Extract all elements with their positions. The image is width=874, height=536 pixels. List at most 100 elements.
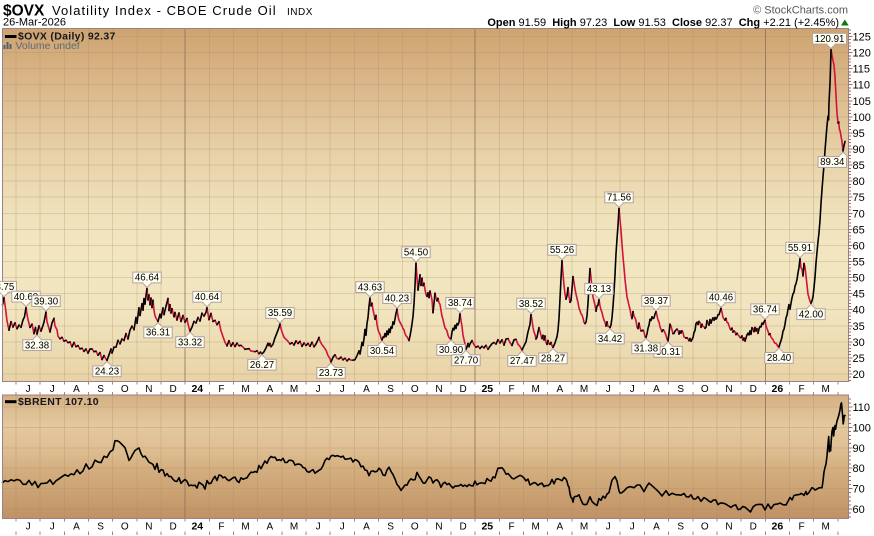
svg-text:M: M — [822, 384, 830, 395]
svg-text:D: D — [169, 384, 176, 395]
svg-text:M: M — [241, 384, 249, 395]
svg-text:A: A — [73, 522, 80, 533]
svg-text:© StockCharts.com: © StockCharts.com — [753, 5, 848, 17]
svg-text:85: 85 — [853, 160, 865, 172]
svg-text:120.91: 120.91 — [815, 34, 845, 45]
svg-text:S: S — [97, 384, 104, 395]
svg-text:100: 100 — [853, 422, 871, 434]
svg-text:45: 45 — [853, 289, 865, 301]
svg-text:89.34: 89.34 — [820, 157, 845, 168]
svg-text:A: A — [266, 384, 273, 395]
svg-text:26: 26 — [772, 383, 784, 395]
svg-text:26-Mar-2026: 26-Mar-2026 — [3, 17, 66, 29]
svg-text:55: 55 — [853, 257, 865, 269]
svg-text:F: F — [508, 522, 514, 533]
svg-text:90: 90 — [853, 443, 865, 455]
svg-text:D: D — [750, 522, 757, 533]
svg-text:35: 35 — [853, 321, 865, 333]
svg-text:A: A — [266, 522, 273, 533]
svg-text:115: 115 — [853, 64, 871, 76]
svg-text:J: J — [630, 522, 635, 533]
svg-text:75: 75 — [853, 192, 865, 204]
svg-text:55.91: 55.91 — [788, 243, 812, 254]
svg-text:J: J — [340, 522, 345, 533]
svg-text:25: 25 — [853, 353, 865, 365]
svg-text:O: O — [701, 522, 709, 533]
svg-text:Volatility Index - CBOE Crude: Volatility Index - CBOE Crude Oil — [52, 3, 277, 18]
svg-text:A: A — [556, 522, 563, 533]
svg-text:50: 50 — [853, 273, 865, 285]
svg-text:39.37: 39.37 — [644, 296, 668, 307]
svg-text:30: 30 — [853, 337, 865, 349]
svg-text:J: J — [606, 384, 611, 395]
svg-text:J: J — [630, 384, 635, 395]
svg-text:F: F — [218, 384, 224, 395]
svg-text:71.56: 71.56 — [607, 193, 631, 204]
svg-text:28.27: 28.27 — [541, 354, 565, 365]
svg-text:M: M — [241, 522, 249, 533]
svg-text:Open 91.59 High 97.23 Low 91: Open 91.59 High 97.23 Low 91.53 Close 92… — [487, 17, 839, 29]
svg-text:$OVX: $OVX — [3, 3, 45, 20]
svg-text:D: D — [750, 384, 757, 395]
svg-text:A: A — [556, 384, 563, 395]
svg-text:35.59: 35.59 — [268, 308, 292, 319]
svg-text:$BRENT 107.10: $BRENT 107.10 — [18, 396, 99, 408]
svg-text:90: 90 — [853, 144, 865, 156]
svg-text:36.31: 36.31 — [146, 328, 170, 339]
svg-text:100: 100 — [853, 112, 871, 124]
svg-text:24: 24 — [191, 521, 203, 533]
svg-text:46.64: 46.64 — [135, 273, 160, 284]
svg-text:N: N — [435, 384, 442, 395]
svg-text:25: 25 — [481, 383, 493, 395]
svg-text:33.32: 33.32 — [178, 337, 202, 348]
svg-text:20: 20 — [853, 369, 865, 381]
svg-text:23.73: 23.73 — [319, 368, 343, 379]
svg-text:28.40: 28.40 — [767, 353, 792, 364]
svg-text:70: 70 — [853, 484, 865, 496]
svg-text:M: M — [580, 522, 588, 533]
svg-text:A: A — [653, 384, 660, 395]
svg-text:80: 80 — [853, 463, 865, 475]
svg-text:M: M — [532, 384, 540, 395]
svg-text:120: 120 — [853, 48, 871, 60]
svg-text:J: J — [606, 522, 611, 533]
svg-text:D: D — [169, 522, 176, 533]
svg-text:M: M — [290, 522, 298, 533]
svg-text:INDX: INDX — [287, 7, 313, 18]
svg-text:N: N — [145, 384, 152, 395]
svg-text:F: F — [508, 384, 514, 395]
svg-text:26.27: 26.27 — [250, 360, 274, 371]
svg-text:27.70: 27.70 — [454, 355, 479, 366]
svg-text:D: D — [459, 384, 466, 395]
svg-text:125: 125 — [853, 32, 871, 44]
svg-text:55.26: 55.26 — [550, 245, 574, 256]
svg-text:39.30: 39.30 — [34, 296, 59, 307]
svg-text:S: S — [677, 384, 684, 395]
svg-text:D: D — [459, 522, 466, 533]
svg-text:N: N — [725, 522, 732, 533]
svg-text:O: O — [701, 384, 709, 395]
svg-text:38.74: 38.74 — [448, 298, 473, 309]
svg-text:32.38: 32.38 — [25, 340, 49, 351]
svg-text:Volume undef: Volume undef — [16, 40, 80, 52]
svg-text:43.75: 43.75 — [0, 282, 14, 293]
svg-text:A: A — [73, 384, 80, 395]
svg-text:70: 70 — [853, 208, 865, 220]
svg-text:95: 95 — [853, 128, 865, 140]
svg-text:J: J — [50, 522, 55, 533]
svg-text:N: N — [435, 522, 442, 533]
svg-text:S: S — [677, 522, 684, 533]
svg-text:M: M — [580, 384, 588, 395]
svg-text:105: 105 — [853, 96, 871, 108]
svg-text:27.47: 27.47 — [510, 356, 534, 367]
svg-text:36.74: 36.74 — [753, 305, 778, 316]
svg-text:80: 80 — [853, 176, 865, 188]
svg-text:25: 25 — [481, 521, 493, 533]
svg-text:J: J — [340, 384, 345, 395]
svg-text:$OVX (Daily) 92.37: $OVX (Daily) 92.37 — [18, 30, 116, 42]
svg-text:M: M — [290, 384, 298, 395]
svg-text:40.23: 40.23 — [385, 293, 409, 304]
svg-text:60: 60 — [853, 504, 865, 516]
svg-text:40.68: 40.68 — [14, 292, 38, 303]
svg-text:F: F — [218, 522, 224, 533]
